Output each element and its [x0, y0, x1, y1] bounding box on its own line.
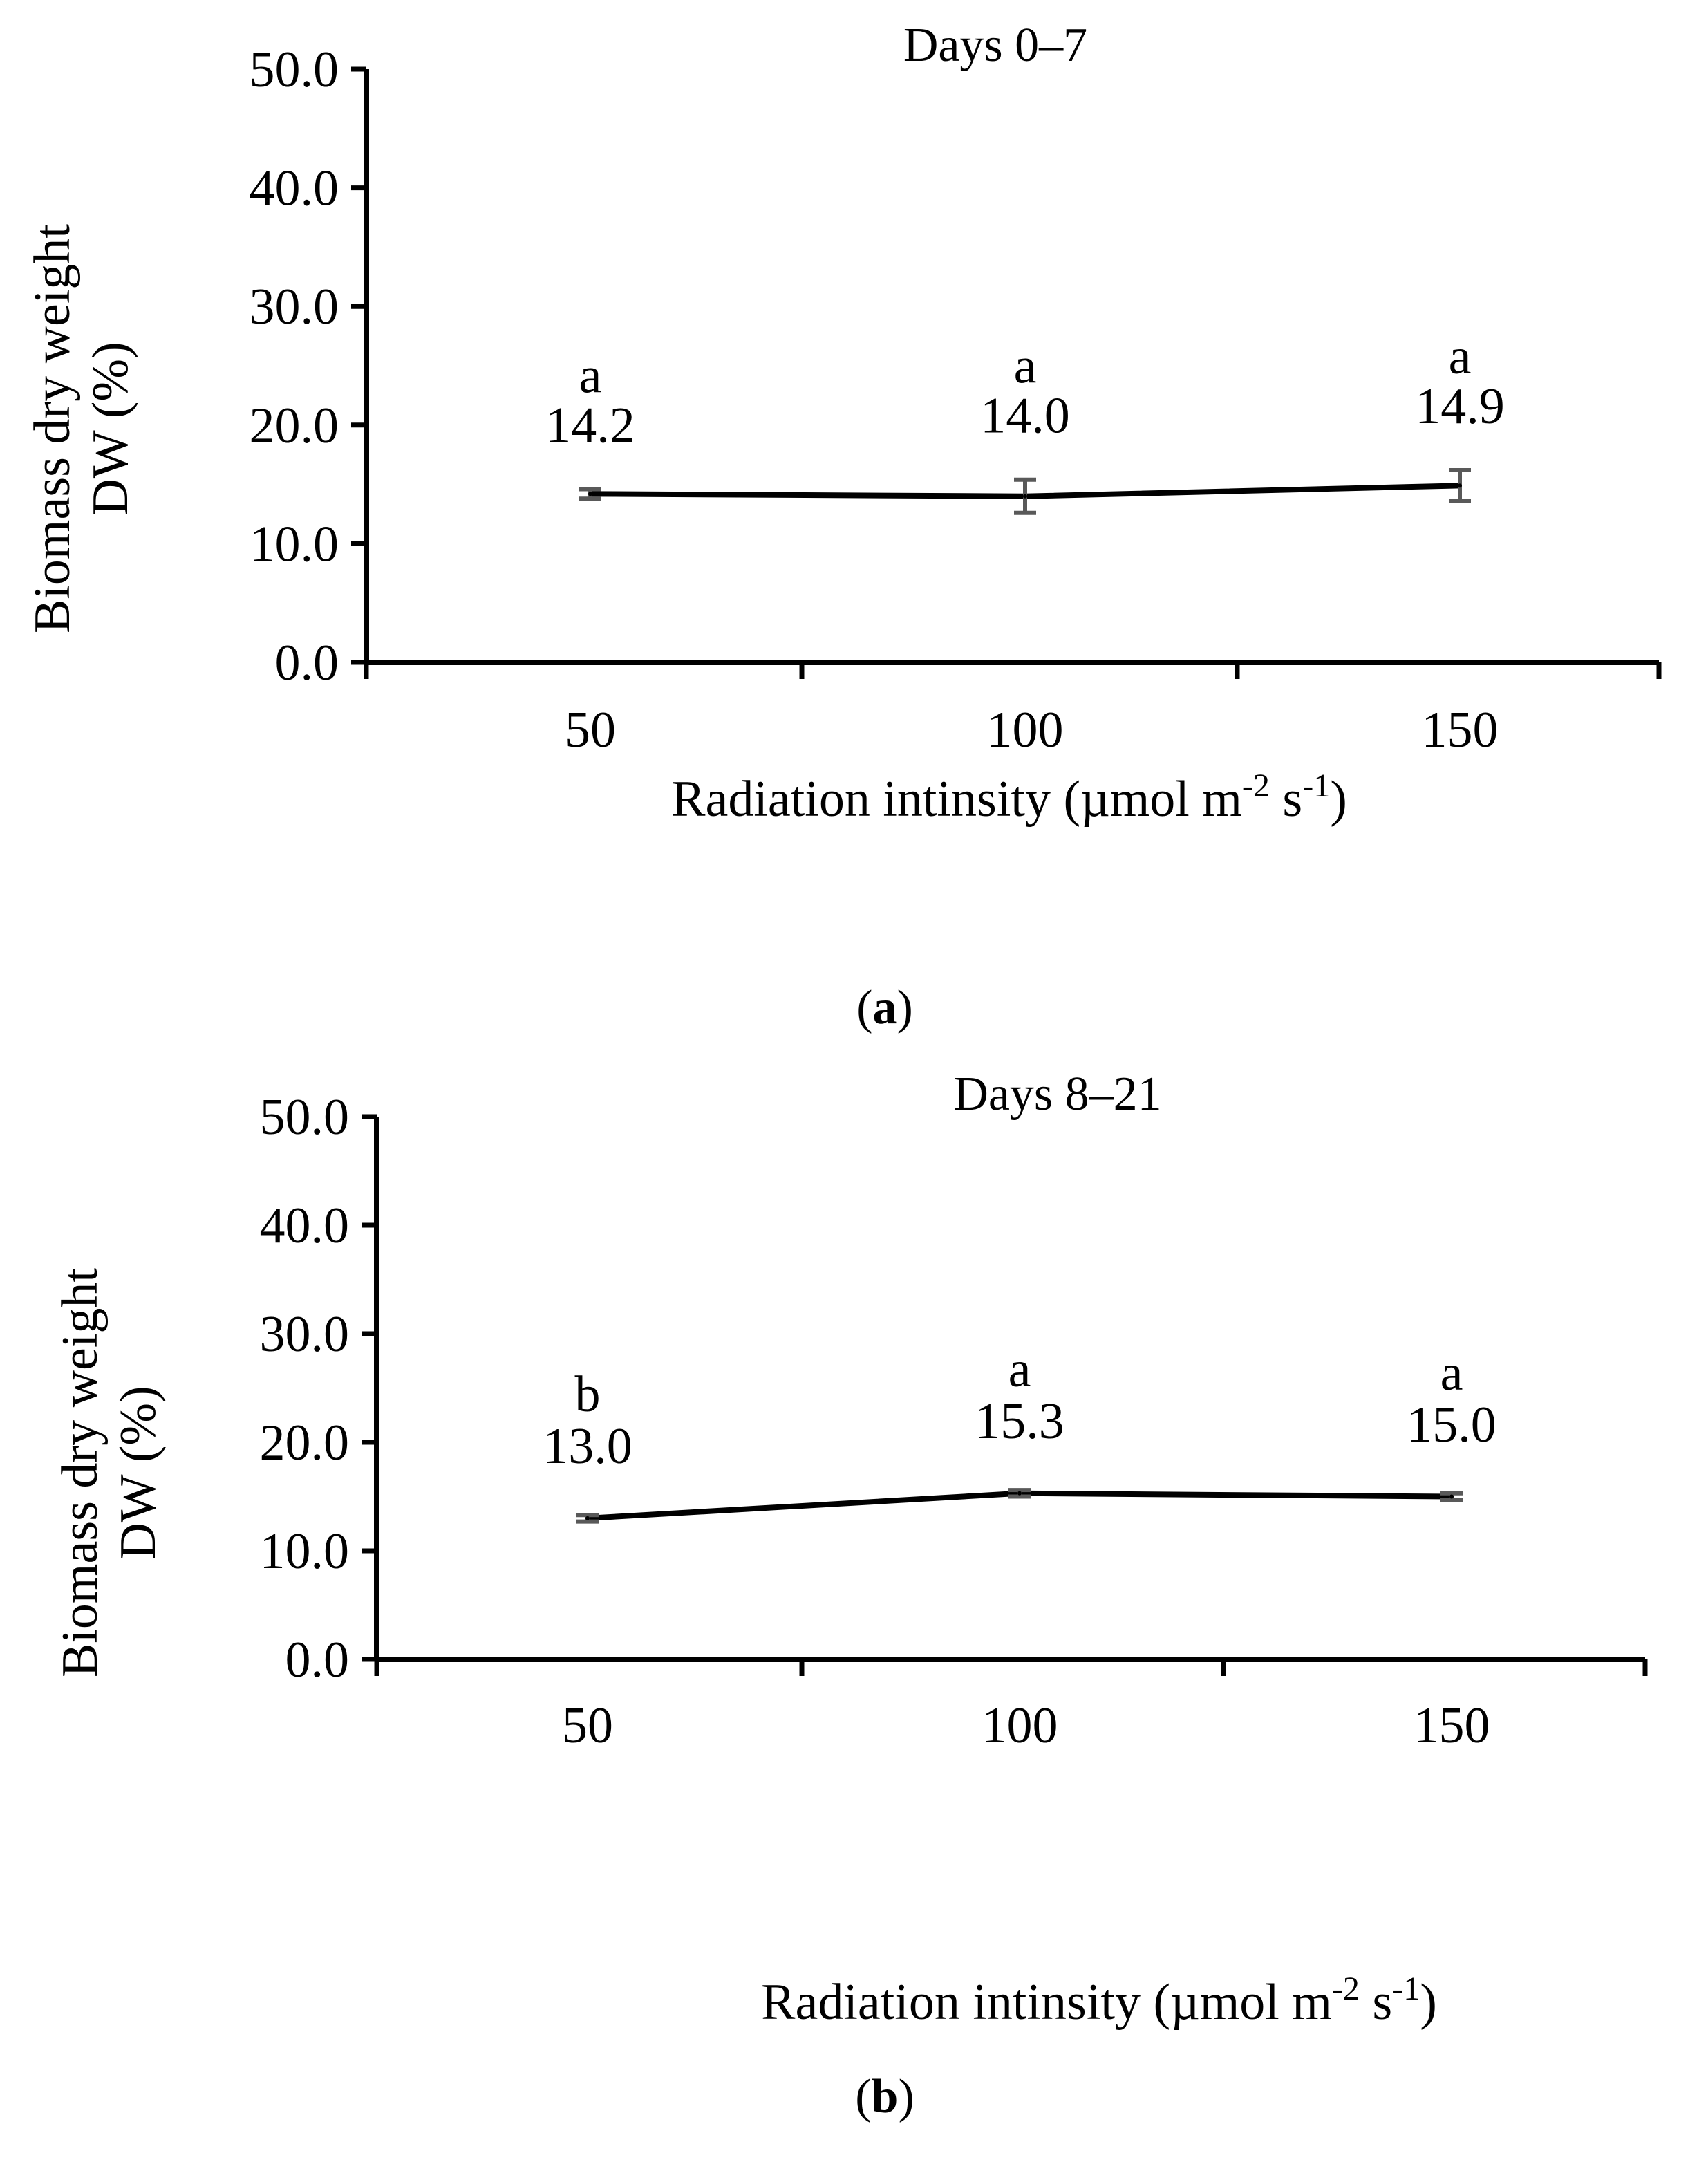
significance-letter: a: [579, 347, 602, 404]
y-axis-label: Biomass dry weightDW (%): [24, 224, 139, 633]
y-tick-label: 30.0: [250, 279, 339, 335]
y-axis-label-line2: DW (%): [110, 1386, 167, 1559]
panel-label-letter: b: [872, 2070, 899, 2123]
significance-letter: a: [1014, 338, 1037, 395]
y-tick-label: 10.0: [250, 516, 339, 572]
panel-label-open: (: [855, 2070, 871, 2123]
data-point: [585, 1516, 590, 1520]
data-point: [1017, 1491, 1022, 1496]
y-tick-label: 50.0: [250, 41, 339, 98]
data-point: [1023, 494, 1027, 499]
data-value-label: 15.0: [1407, 1397, 1496, 1453]
significance-letter: a: [1008, 1341, 1031, 1398]
x-axis-label-sup2: -1: [1392, 1971, 1420, 2007]
panel-label: (a): [856, 981, 913, 1034]
x-axis-label: Radiation intinsity (µmol m-2 s-1): [671, 767, 1347, 828]
panel-label-open: (: [856, 981, 872, 1034]
data-value-label: 14.9: [1415, 378, 1505, 435]
significance-letter: b: [575, 1366, 601, 1423]
x-tick-label: 100: [982, 1697, 1058, 1754]
panel-label-close: ): [897, 981, 913, 1034]
data-value-label: 14.2: [545, 397, 635, 454]
x-axis-label-mid: s: [1360, 1974, 1392, 2031]
y-tick-label: 40.0: [260, 1198, 350, 1254]
y-tick-label: 0.0: [275, 635, 339, 691]
y-axis-label-line1: Biomass dry weight: [24, 224, 81, 633]
x-axis-label-end: ): [1420, 1974, 1437, 2031]
significance-letter: a: [1449, 328, 1472, 385]
data-point: [1449, 1494, 1454, 1499]
data-value-label: 15.3: [975, 1393, 1064, 1450]
x-axis-label-mid: s: [1270, 771, 1302, 828]
x-tick-label: 150: [1422, 702, 1499, 758]
y-tick-label: 20.0: [250, 398, 339, 454]
y-tick-label: 30.0: [260, 1306, 350, 1363]
x-axis-label-sup1: -2: [1332, 1971, 1360, 2007]
data-value-label: 14.0: [980, 388, 1070, 445]
x-tick-label: 150: [1414, 1697, 1490, 1754]
x-tick-label: 100: [987, 702, 1064, 758]
panel-label: (b): [855, 2070, 914, 2123]
x-axis-label-end: ): [1330, 771, 1347, 828]
y-tick-label: 50.0: [260, 1089, 350, 1146]
chart-title: Days 8–21: [953, 1068, 1161, 1121]
x-axis-label-sup1: -2: [1242, 767, 1270, 804]
data-point: [1458, 483, 1462, 488]
data-point: [588, 492, 592, 496]
significance-letter: a: [1440, 1345, 1463, 1401]
y-tick-label: 40.0: [250, 160, 339, 217]
y-axis-label-line2: DW (%): [82, 342, 139, 515]
x-tick-label: 50: [565, 702, 616, 758]
chart-panel-a: Days 0–7 0.0 10.0 20.0 30.0 40.0 50.0 50 100 150 B…: [24, 19, 1662, 1034]
y-tick-label: 0.0: [285, 1632, 350, 1688]
chart-panel-b: Days 8–21 0.0 10.0 20.0 30.0 40.0 50.0 50 100 150…: [52, 1068, 1648, 2123]
x-axis-label-sup2: -1: [1302, 767, 1330, 804]
data-value-label: 13.0: [543, 1418, 632, 1475]
y-tick-label: 10.0: [260, 1523, 350, 1580]
x-tick-label: 50: [562, 1697, 613, 1754]
panel-label-close: ): [898, 2070, 914, 2123]
x-axis-label-main: Radiation intinsity (µmol m: [671, 771, 1242, 828]
chart-title: Days 0–7: [903, 19, 1087, 72]
y-axis-label: Biomass dry weightDW (%): [52, 1268, 167, 1677]
y-tick-label: 20.0: [260, 1415, 350, 1471]
panel-label-letter: a: [873, 981, 897, 1034]
x-axis-label-main: Radiation intinsity (µmol m: [761, 1974, 1332, 2031]
y-axis-label-line1: Biomass dry weight: [52, 1268, 109, 1677]
x-axis-label: Radiation intinsity (µmol m-2 s-1): [761, 1971, 1437, 2031]
